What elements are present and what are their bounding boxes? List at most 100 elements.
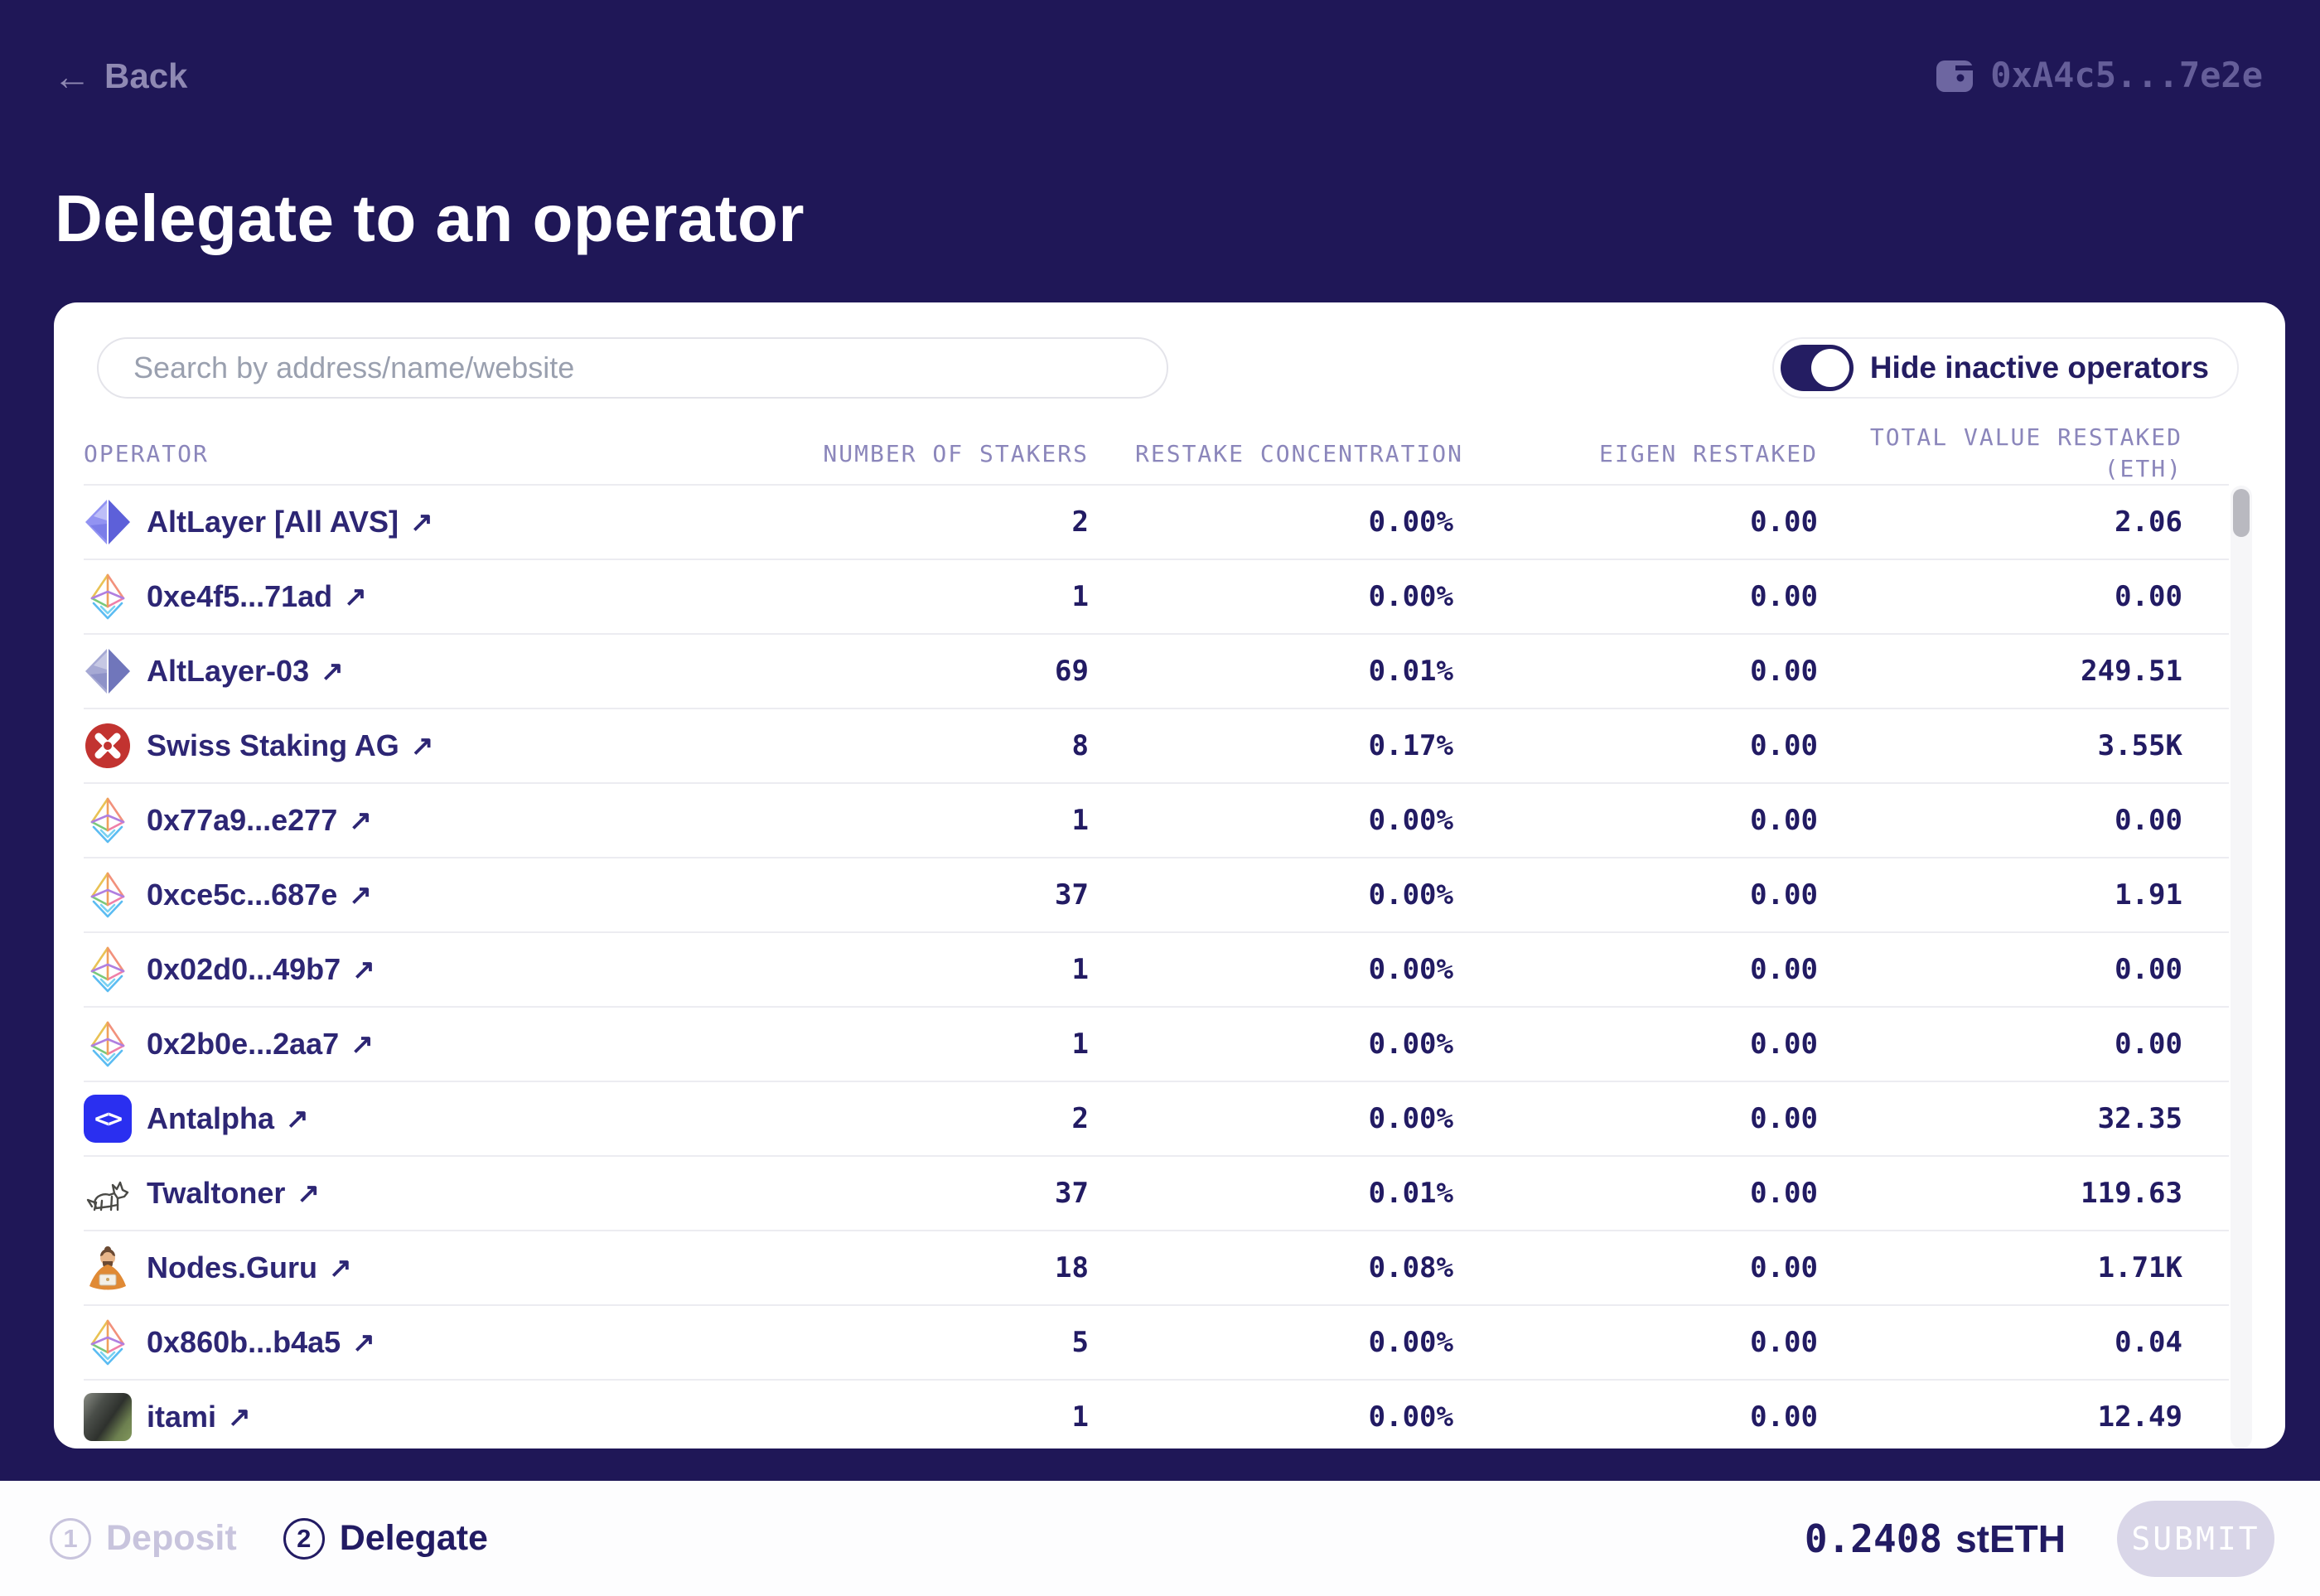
table-row[interactable]: 0x2b0e...2aa7 ↗ 1 0.00% 0.00 0.00 bbox=[84, 1008, 2229, 1082]
cell-stakers: 5 bbox=[1071, 1326, 1089, 1359]
operator-link[interactable]: 0xce5c...687e ↗ bbox=[147, 878, 372, 912]
operator-name: 0x2b0e...2aa7 bbox=[147, 1027, 340, 1061]
operator-cell: 0x2b0e...2aa7 ↗ bbox=[84, 1020, 771, 1068]
table-row[interactable]: Nodes.Guru ↗ 18 0.08% 0.00 1.71K bbox=[84, 1231, 2229, 1306]
operator-link[interactable]: 0x02d0...49b7 ↗ bbox=[147, 952, 375, 987]
scrollbar-thumb[interactable] bbox=[2233, 489, 2250, 537]
table-row[interactable]: AltLayer [All AVS] ↗ 2 0.00% 0.00 2.06 bbox=[84, 486, 2229, 560]
cell-stakers: 2 bbox=[1071, 1102, 1089, 1135]
cell-stakers: 1 bbox=[1071, 1400, 1089, 1434]
amount-value: 0.2408 bbox=[1804, 1516, 1943, 1561]
cell-total: 119.63 bbox=[2081, 1177, 2182, 1210]
cell-eigen: 0.00 bbox=[1750, 953, 1818, 986]
scrollbar-track[interactable] bbox=[2231, 486, 2252, 1448]
column-header-total: TOTAL VALUE RESTAKED (ETH) bbox=[1869, 423, 2182, 482]
operator-cell: Nodes.Guru ↗ bbox=[84, 1244, 771, 1292]
cell-eigen: 0.00 bbox=[1750, 878, 1818, 912]
cell-total: 0.04 bbox=[2115, 1326, 2182, 1359]
wallet-icon bbox=[1936, 58, 1974, 93]
external-link-icon: ↗ bbox=[352, 953, 375, 984]
cell-eigen: 0.00 bbox=[1750, 804, 1818, 837]
cell-stakers: 37 bbox=[1055, 878, 1089, 912]
footer-bar: 1 Deposit 2 Delegate 0.2408 stETH SUBMIT bbox=[0, 1481, 2320, 1596]
step-deposit[interactable]: 1 Deposit bbox=[50, 1517, 237, 1560]
operator-cell: Twaltoner ↗ bbox=[84, 1169, 771, 1217]
cell-concentration: 0.00% bbox=[1368, 1400, 1453, 1434]
hide-inactive-toggle[interactable]: Hide inactive operators bbox=[1771, 337, 2239, 399]
toggle-knob bbox=[1810, 349, 1849, 387]
cell-eigen: 0.00 bbox=[1750, 1326, 1818, 1359]
table-row[interactable]: 0x860b...b4a5 ↗ 5 0.00% 0.00 0.04 bbox=[84, 1306, 2229, 1381]
cell-total: 3.55K bbox=[2097, 729, 2182, 762]
operator-link[interactable]: 0x2b0e...2aa7 ↗ bbox=[147, 1027, 374, 1062]
operator-link[interactable]: itami ↗ bbox=[147, 1400, 251, 1434]
operator-link[interactable]: 0x77a9...e277 ↗ bbox=[147, 803, 372, 838]
operator-name: Antalpha bbox=[147, 1101, 275, 1135]
table-row[interactable]: <> Antalpha ↗ 2 0.00% 0.00 32.35 bbox=[84, 1082, 2229, 1157]
cell-concentration: 0.00% bbox=[1368, 505, 1453, 539]
operator-link[interactable]: 0xe4f5...71ad ↗ bbox=[147, 579, 367, 614]
cell-eigen: 0.00 bbox=[1750, 1028, 1818, 1061]
operator-cell: 0x860b...b4a5 ↗ bbox=[84, 1318, 771, 1366]
operator-cell: 0x02d0...49b7 ↗ bbox=[84, 946, 771, 994]
operator-link[interactable]: AltLayer [All AVS] ↗ bbox=[147, 505, 433, 539]
table-row[interactable]: 0x02d0...49b7 ↗ 1 0.00% 0.00 0.00 bbox=[84, 933, 2229, 1008]
cell-stakers: 1 bbox=[1071, 953, 1089, 986]
altlayer-icon bbox=[84, 498, 132, 546]
wallet-chip[interactable]: 0xA4c5...7e2e bbox=[1936, 55, 2263, 95]
table-row[interactable]: Swiss Staking AG ↗ 8 0.17% 0.00 3.55K bbox=[84, 709, 2229, 784]
table-row[interactable]: itami ↗ 1 0.00% 0.00 12.49 bbox=[84, 1381, 2229, 1448]
operator-cell: AltLayer [All AVS] ↗ bbox=[84, 498, 771, 546]
submit-button[interactable]: SUBMIT bbox=[2117, 1500, 2274, 1577]
table-row[interactable]: 0x77a9...e277 ↗ 1 0.00% 0.00 0.00 bbox=[84, 784, 2229, 858]
operator-name: itami bbox=[147, 1400, 217, 1434]
eth-icon bbox=[84, 871, 132, 919]
search-input[interactable] bbox=[97, 337, 1168, 399]
operator-name: Swiss Staking AG bbox=[147, 728, 399, 762]
wallet-address: 0xA4c5...7e2e bbox=[1990, 55, 2263, 95]
operator-cell: 0x77a9...e277 ↗ bbox=[84, 796, 771, 844]
eth-icon bbox=[84, 796, 132, 844]
external-link-icon: ↗ bbox=[228, 1400, 251, 1432]
cell-concentration: 0.00% bbox=[1368, 580, 1453, 613]
table-row[interactable]: Twaltoner ↗ 37 0.01% 0.00 119.63 bbox=[84, 1157, 2229, 1231]
cell-total: 0.00 bbox=[2115, 953, 2182, 986]
eth-icon bbox=[84, 946, 132, 994]
operator-link[interactable]: Nodes.Guru ↗ bbox=[147, 1250, 352, 1285]
operator-cell: 0xe4f5...71ad ↗ bbox=[84, 573, 771, 621]
external-link-icon: ↗ bbox=[286, 1102, 309, 1134]
external-link-icon: ↗ bbox=[349, 804, 372, 835]
cell-eigen: 0.00 bbox=[1750, 1177, 1818, 1210]
external-link-icon: ↗ bbox=[350, 1028, 374, 1059]
cell-total: 2.06 bbox=[2115, 505, 2182, 539]
amount-asset: stETH bbox=[1955, 1516, 2066, 1560]
cell-stakers: 69 bbox=[1055, 655, 1089, 688]
cell-stakers: 8 bbox=[1071, 729, 1089, 762]
table-row[interactable]: AltLayer-03 ↗ 69 0.01% 0.00 249.51 bbox=[84, 635, 2229, 709]
operator-link[interactable]: Twaltoner ↗ bbox=[147, 1176, 320, 1211]
cell-concentration: 0.01% bbox=[1368, 1177, 1453, 1210]
operator-link[interactable]: 0x860b...b4a5 ↗ bbox=[147, 1325, 375, 1360]
operator-link[interactable]: Swiss Staking AG ↗ bbox=[147, 728, 433, 763]
toggle-label: Hide inactive operators bbox=[1869, 351, 2209, 384]
operator-name: 0x860b...b4a5 bbox=[147, 1325, 341, 1359]
delegation-amount: 0.2408 stETH bbox=[1805, 1516, 2066, 1561]
cell-concentration: 0.00% bbox=[1368, 953, 1453, 986]
table-row[interactable]: 0xce5c...687e ↗ 37 0.00% 0.00 1.91 bbox=[84, 858, 2229, 933]
operator-name: Nodes.Guru bbox=[147, 1250, 318, 1284]
cell-total: 0.00 bbox=[2115, 1028, 2182, 1061]
operator-link[interactable]: Antalpha ↗ bbox=[147, 1101, 309, 1136]
step-indicator: 1 Deposit 2 Delegate bbox=[50, 1517, 488, 1560]
cell-total: 1.91 bbox=[2115, 878, 2182, 912]
operator-cell: Swiss Staking AG ↗ bbox=[84, 722, 771, 770]
card-toolbar: Hide inactive operators bbox=[97, 337, 2239, 399]
table-row[interactable]: 0xe4f5...71ad ↗ 1 0.00% 0.00 0.00 bbox=[84, 560, 2229, 635]
operator-link[interactable]: AltLayer-03 ↗ bbox=[147, 654, 344, 689]
cell-concentration: 0.00% bbox=[1368, 1102, 1453, 1135]
cell-stakers: 1 bbox=[1071, 580, 1089, 613]
cell-concentration: 0.08% bbox=[1368, 1251, 1453, 1284]
step-delegate[interactable]: 2 Delegate bbox=[283, 1517, 488, 1560]
external-link-icon: ↗ bbox=[329, 1251, 352, 1283]
toggle-switch[interactable] bbox=[1780, 345, 1854, 391]
back-button[interactable]: ← Back bbox=[53, 56, 187, 96]
